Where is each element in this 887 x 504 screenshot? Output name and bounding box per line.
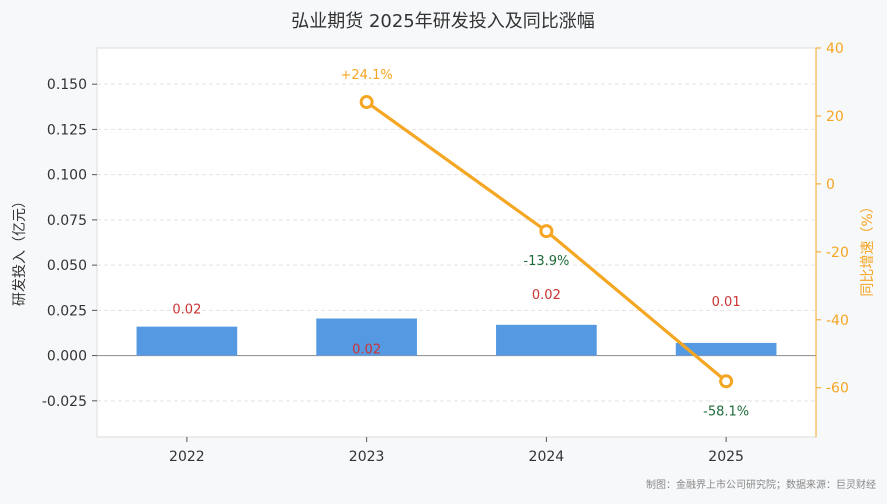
- bar-2023: [316, 318, 417, 356]
- growth-point-2023: [359, 95, 374, 110]
- y-left-tick-label-4: 0.075: [47, 213, 87, 229]
- x-tick-label-1: 2023: [349, 449, 385, 465]
- y-left-tick-label-6: 0.125: [47, 122, 87, 138]
- growth-label-2023: +24.1%: [341, 68, 393, 83]
- bar-label-2025: 0.01: [712, 295, 741, 310]
- bar-label-2022: 0.02: [172, 303, 201, 318]
- y-left-tick-label-0: -0.025: [42, 394, 87, 410]
- line-series: +24.1% -13.9% -58.1%: [341, 68, 750, 419]
- bar-2025: [675, 342, 777, 356]
- y-left-tick-label-1: 0.000: [47, 349, 87, 365]
- y-right-tick-label-4: 20: [826, 109, 844, 125]
- bar-label-2024: 0.02: [532, 288, 561, 303]
- y-right-tick-label-3: 0: [826, 177, 835, 193]
- y-right-tick-label-5: 40: [826, 41, 844, 57]
- y-left-tick-label-5: 0.100: [47, 168, 87, 184]
- y-left-tick-label-2: 0.025: [47, 303, 87, 319]
- y-left-tick-label-3: 0.050: [47, 258, 87, 274]
- bar-series: 0.02 0.02 0.02 0.01: [136, 288, 777, 358]
- x-tick-label-0: 2022: [169, 449, 205, 465]
- y-right-tick-label-0: -60: [826, 381, 849, 397]
- chart-title: 弘业期货 2025年研发投入及同比涨幅: [291, 11, 595, 32]
- bar-2024: [496, 324, 597, 356]
- growth-label-2025: -58.1%: [703, 404, 749, 419]
- y-right-tick-label-1: -40: [826, 313, 849, 329]
- y-axis-left-label: 研发投入（亿元）: [12, 194, 28, 306]
- growth-point-2025: [719, 374, 734, 389]
- x-tick-label-3: 2025: [708, 449, 744, 465]
- growth-point-2024: [539, 224, 554, 239]
- y-axis-right-label: 同比增速（%）: [860, 199, 876, 296]
- plot-area: [96, 47, 817, 438]
- y-left-tick-label-7: 0.150: [47, 77, 87, 93]
- source-note: 制图：金融界上市公司研究院；数据来源：巨灵财经: [646, 478, 876, 491]
- axes: -0.025 0.000 0.025 0.050 0.075 0.100 0.125 0.15…: [42, 41, 849, 465]
- bar-label-2023: 0.02: [352, 343, 381, 358]
- x-tick-label-2: 2024: [529, 449, 565, 465]
- bar-2022: [136, 326, 238, 356]
- y-right-tick-label-2: -20: [826, 245, 849, 261]
- growth-label-2024: -13.9%: [523, 254, 569, 269]
